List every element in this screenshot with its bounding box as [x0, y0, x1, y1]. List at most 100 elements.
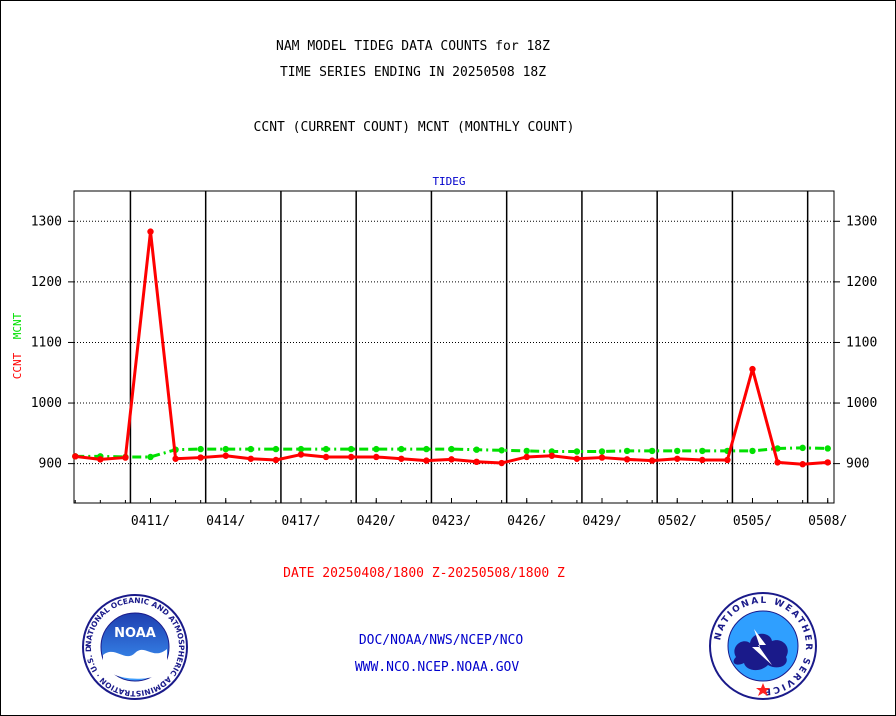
mcnt-point: [448, 445, 455, 453]
ccnt-point: [523, 453, 530, 461]
ccnt-point: [774, 459, 781, 466]
mcnt-point: [523, 447, 530, 455]
ccnt-point: [272, 456, 280, 464]
date-range-label: DATE 20250408/1800 Z-20250508/1800 Z: [283, 566, 565, 581]
mcnt-point: [272, 445, 280, 453]
noaa-logo-text: NOAA: [114, 626, 156, 641]
ccnt-point: [724, 456, 731, 464]
vertical-grid: [129, 191, 809, 503]
ccnt-point: [373, 453, 380, 461]
ccnt-point: [247, 455, 255, 462]
x-tick-label: 0505/: [733, 514, 772, 529]
mcnt-point: [749, 447, 756, 455]
mcnt-point: [222, 445, 229, 453]
ccnt-point: [548, 452, 556, 459]
noaa-logo: NATIONAL OCEANIC AND ATMOSPHERIC ADMINIS…: [81, 593, 188, 700]
chart-title-line1: NAM MODEL TIDEG DATA COUNTS for 18Z: [276, 39, 550, 54]
mcnt-point: [598, 448, 606, 455]
ccnt-point: [122, 454, 129, 461]
mcnt-point: [247, 445, 255, 453]
ccnt-point: [598, 454, 606, 461]
org-line: DOC/NOAA/NWS/NCEP/NCO: [358, 633, 524, 648]
ccnt-point: [674, 455, 681, 462]
chart-title-line2: TIME SERIES ENDING IN 20250508 18Z: [279, 65, 547, 80]
ccnt-point: [172, 455, 179, 462]
y-axis-label-ccnt: CCNT: [11, 352, 24, 379]
ccnt-point: [347, 453, 355, 461]
noaa-bird-icon: [103, 649, 167, 679]
ccnt-point: [648, 457, 656, 464]
y-tick-label-right: 1100: [846, 335, 877, 350]
x-tick-label: 0411/: [131, 514, 170, 529]
mcnt-point: [322, 445, 330, 453]
mcnt-point: [498, 447, 505, 454]
ccnt-point: [448, 456, 455, 463]
ccnt-point: [72, 453, 79, 460]
x-tick-label: 0414/: [206, 514, 245, 529]
panel-title: TIDEG: [432, 175, 465, 188]
horizontal-grid: [74, 220, 834, 465]
ccnt-point: [398, 455, 405, 462]
mcnt-point: [423, 445, 430, 453]
y-tick-label-left: 1200: [31, 275, 62, 290]
chart-subtitle: CCNT (CURRENT COUNT) MCNT (MONTHLY COUNT…: [253, 120, 575, 135]
ccnt-point: [222, 452, 229, 459]
url-line: WWW.NCO.NCEP.NOAA.GOV: [354, 660, 520, 675]
x-tick-label: 0420/: [357, 514, 396, 529]
mcnt-point: [297, 445, 305, 453]
mcnt-point: [373, 445, 380, 453]
ccnt-series-line: [75, 230, 828, 466]
mcnt-point: [824, 445, 831, 452]
y-tick-label-right: 1300: [846, 214, 877, 229]
y-tick-label-right: 1000: [846, 396, 877, 411]
x-tick-label: 0417/: [281, 514, 320, 529]
ccnt-point: [573, 455, 581, 462]
mcnt-point: [147, 453, 154, 461]
x-tick-label: 0429/: [582, 514, 621, 529]
x-tick-label: 0508/: [808, 514, 847, 529]
nws-star-icon: [756, 683, 770, 696]
mcnt-point: [398, 445, 405, 453]
y-tick-label-left: 900: [39, 457, 62, 472]
ccnt-point: [473, 458, 480, 466]
ccnt-point: [799, 461, 806, 468]
x-tick-label: 0423/: [432, 514, 471, 529]
y-tick-label-left: 1000: [31, 396, 62, 411]
y-tick-label-left: 1300: [31, 214, 62, 229]
mcnt-point: [674, 447, 681, 455]
mcnt-point: [774, 445, 781, 452]
nws-lightning-icon: [752, 629, 772, 665]
ccnt-point: [322, 453, 330, 461]
ccnt-point: [97, 456, 104, 463]
ccnt-point: [749, 365, 756, 373]
y-axis-label-mcnt: MCNT: [11, 312, 24, 339]
y-tick-label-left: 1100: [31, 335, 62, 350]
mcnt-point: [648, 447, 656, 455]
y-tick-label-right: 900: [846, 457, 869, 472]
series-layer: [72, 228, 831, 468]
mcnt-point: [799, 444, 806, 452]
y-axis-left: 900 1000 1100 1200 1300: [31, 214, 74, 472]
ccnt-point: [824, 459, 831, 466]
mcnt-point: [473, 446, 480, 453]
mcnt-point: [347, 445, 355, 453]
ccnt-point: [297, 451, 305, 458]
ccnt-point: [197, 454, 204, 461]
mcnt-point: [573, 448, 581, 455]
nws-logo: NATIONAL WEATHER SERVICE: [709, 592, 817, 700]
plot-frame: [73, 190, 835, 504]
ccnt-point: [147, 228, 154, 235]
x-tick-label: 0426/: [507, 514, 546, 529]
mcnt-point: [623, 447, 631, 455]
mcnt-point: [197, 445, 204, 453]
ccnt-point: [699, 456, 706, 464]
ccnt-point: [623, 456, 631, 463]
y-axis-right: 900 1000 1100 1200 1300: [834, 214, 877, 472]
x-tick-label: 0502/: [658, 514, 697, 529]
mcnt-point: [699, 447, 706, 455]
ccnt-point: [498, 459, 505, 467]
ccnt-point: [423, 457, 430, 464]
x-axis: 0411/0414/0417/0420/0423/0426/0429/0502/…: [74, 498, 847, 529]
